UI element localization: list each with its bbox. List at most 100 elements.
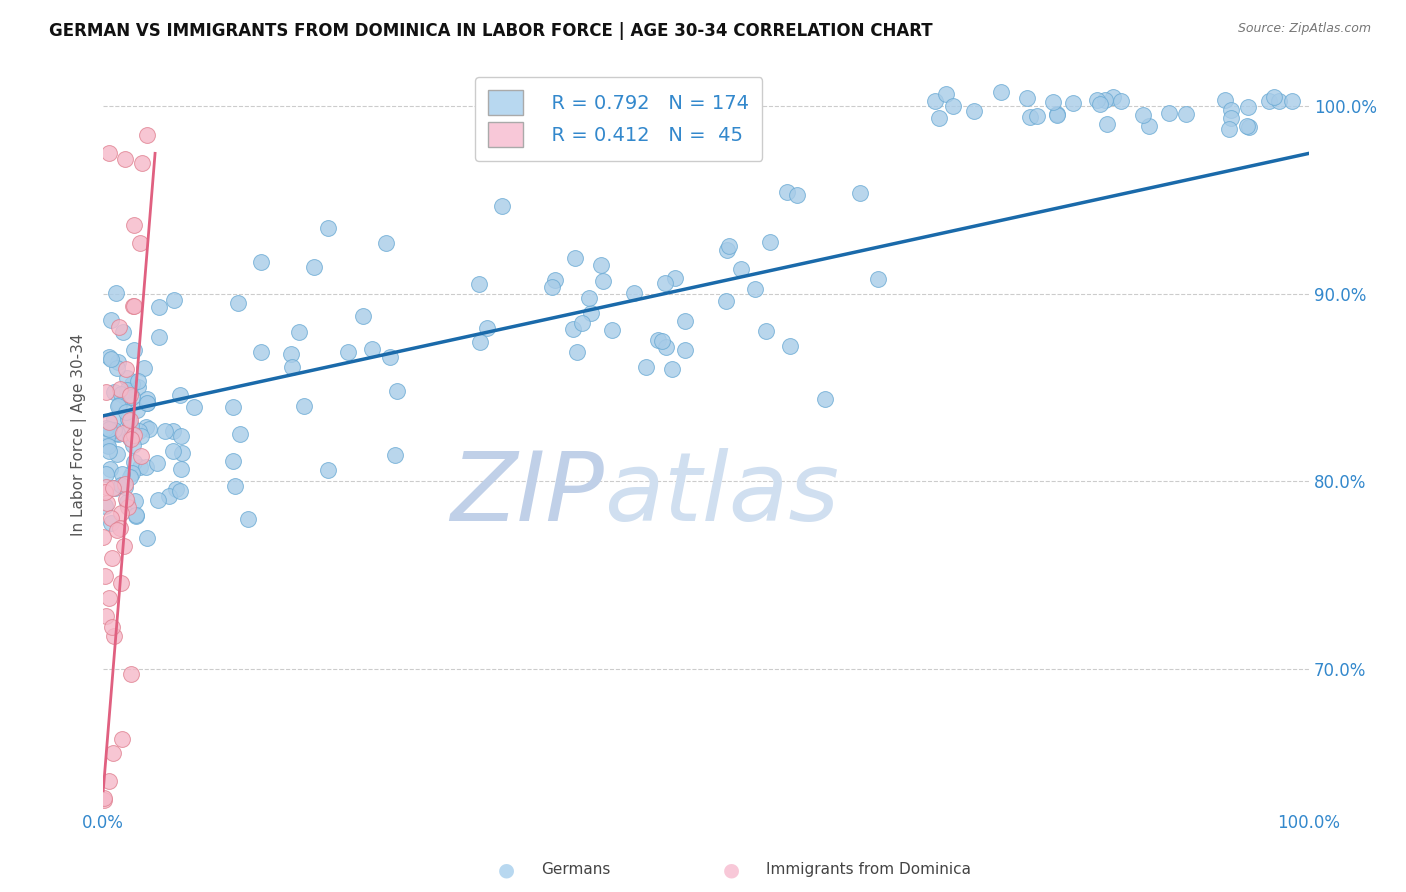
- Point: [567, 345, 589, 359]
- Point: [122, 343, 145, 357]
- Point: [1090, 96, 1112, 111]
- Point: [222, 401, 245, 415]
- Point: [101, 481, 124, 495]
- Point: [103, 384, 125, 399]
- Point: [1019, 110, 1042, 124]
- Point: [337, 345, 360, 359]
- Point: [122, 428, 145, 442]
- Point: [114, 152, 136, 166]
- Point: [108, 382, 131, 396]
- Text: ZIP: ZIP: [450, 448, 603, 541]
- Point: [118, 387, 141, 401]
- Point: [564, 251, 586, 265]
- Point: [115, 391, 138, 405]
- Point: [131, 155, 153, 169]
- Point: [229, 427, 252, 442]
- Point: [716, 294, 738, 309]
- Point: [779, 339, 801, 353]
- Point: [105, 361, 128, 376]
- Point: [96, 467, 118, 481]
- Point: [122, 455, 145, 469]
- Point: [1236, 119, 1258, 133]
- Point: [148, 329, 170, 343]
- Point: [589, 258, 612, 272]
- Point: [1111, 94, 1133, 108]
- Point: [468, 277, 491, 291]
- Point: [115, 371, 138, 385]
- Point: [135, 396, 157, 410]
- Point: [97, 422, 120, 436]
- Point: [468, 335, 491, 350]
- Point: [108, 398, 131, 412]
- Point: [1237, 120, 1260, 134]
- Point: [129, 460, 152, 475]
- Point: [924, 94, 946, 108]
- Point: [127, 380, 149, 394]
- Point: [928, 111, 950, 125]
- Point: [117, 411, 139, 425]
- Point: [1137, 120, 1160, 134]
- Point: [107, 355, 129, 369]
- Point: [110, 575, 132, 590]
- Point: [110, 731, 132, 746]
- Point: [103, 629, 125, 643]
- Point: [103, 425, 125, 440]
- Point: [361, 342, 384, 356]
- Point: [169, 483, 191, 498]
- Point: [385, 384, 408, 399]
- Point: [121, 438, 143, 452]
- Point: [101, 550, 124, 565]
- Point: [1263, 90, 1285, 104]
- Point: [155, 424, 177, 438]
- Point: [104, 285, 127, 300]
- Point: [1157, 106, 1180, 120]
- Point: [108, 320, 131, 334]
- Point: [623, 286, 645, 301]
- Point: [163, 293, 186, 307]
- Point: [292, 399, 315, 413]
- Point: [287, 325, 309, 339]
- Point: [170, 462, 193, 476]
- Point: [135, 420, 157, 434]
- Point: [170, 446, 193, 460]
- Point: [94, 421, 117, 435]
- Point: [578, 292, 600, 306]
- Point: [121, 466, 143, 480]
- Point: [1042, 95, 1064, 110]
- Point: [117, 500, 139, 514]
- Point: [1257, 94, 1279, 108]
- Point: [1026, 109, 1049, 123]
- Point: [148, 300, 170, 314]
- Point: [316, 221, 339, 235]
- Point: [125, 508, 148, 523]
- Point: [224, 478, 246, 492]
- Point: [118, 414, 141, 428]
- Point: [135, 396, 157, 410]
- Point: [1062, 96, 1084, 111]
- Point: [120, 666, 142, 681]
- Point: [664, 271, 686, 285]
- Point: [136, 392, 159, 406]
- Point: [108, 521, 131, 535]
- Point: [94, 569, 117, 583]
- Point: [107, 400, 129, 414]
- Point: [125, 509, 148, 524]
- Point: [647, 333, 669, 347]
- Point: [105, 447, 128, 461]
- Point: [121, 390, 143, 404]
- Point: [592, 274, 614, 288]
- Point: [1095, 117, 1118, 131]
- Point: [1281, 94, 1303, 108]
- Point: [250, 345, 273, 359]
- Point: [94, 480, 117, 494]
- Text: ●: ●: [723, 860, 740, 880]
- Point: [97, 415, 120, 429]
- Point: [352, 309, 374, 323]
- Point: [183, 400, 205, 414]
- Point: [145, 456, 167, 470]
- Point: [280, 347, 302, 361]
- Point: [775, 185, 797, 199]
- Point: [114, 362, 136, 376]
- Point: [600, 322, 623, 336]
- Point: [571, 317, 593, 331]
